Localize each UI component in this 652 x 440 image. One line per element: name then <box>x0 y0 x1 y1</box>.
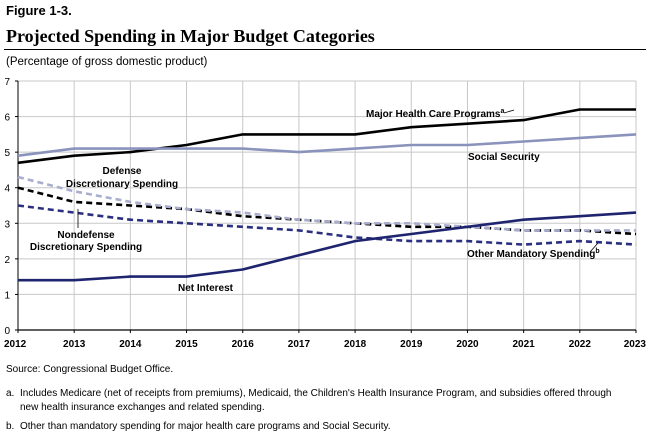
series-lines <box>17 108 637 282</box>
title-divider <box>4 49 646 50</box>
footnote-a-text-cont: new health insurance exchanges and relat… <box>20 402 265 413</box>
y-tick-label: 3 <box>4 219 10 230</box>
footnote-a-key: a. <box>6 388 15 399</box>
series-line-ss <box>17 133 637 157</box>
label-social-security: Social Security <box>468 152 540 163</box>
series-line-nondefense <box>17 175 636 232</box>
x-tick-label: 2020 <box>456 339 479 350</box>
x-tick-label: 2012 <box>4 339 27 350</box>
x-tick-label: 2018 <box>344 339 367 350</box>
y-tick-label: 2 <box>4 255 10 266</box>
label-major-health-care-superscript: a <box>501 108 505 115</box>
label-other-mandatory-superscript: b <box>595 248 599 255</box>
series-line-health <box>17 108 636 165</box>
series-labels: Major Health Care Programsa Social Securi… <box>30 108 600 294</box>
y-tick-label: 0 <box>4 326 10 337</box>
label-major-health-care: Major Health Care Programsa <box>366 108 505 120</box>
label-defense-line1: Defense <box>103 166 142 177</box>
label-nondefense-line1: Nondefense <box>57 230 115 241</box>
footnote-b-text: Other than mandatory spending for major … <box>20 421 391 432</box>
y-tick-label: 4 <box>4 184 10 195</box>
line-chart: 0 1 2 3 4 5 6 7 2012 2013 2014 2015 2016 2017 2018 2019… <box>4 77 646 350</box>
x-tick-label: 2017 <box>288 339 311 350</box>
y-tick-label: 7 <box>4 77 10 88</box>
y-tick-label: 1 <box>4 290 10 301</box>
x-tick-label: 2014 <box>119 339 142 350</box>
series-line-other <box>17 204 637 246</box>
leader-other <box>589 242 599 253</box>
x-tick-label: 2019 <box>400 339 423 350</box>
x-tick-label: 2016 <box>232 339 255 350</box>
chart-subtitle: (Percentage of gross domestic product) <box>6 56 208 68</box>
x-tick-label: 2013 <box>63 339 86 350</box>
axes: 0 1 2 3 4 5 6 7 2012 2013 2014 2015 2016 2017 2018 2019… <box>4 77 646 350</box>
label-net-interest: Net Interest <box>178 283 234 294</box>
label-defense-line2: Discretionary Spending <box>66 179 178 190</box>
series-line-defense <box>17 186 637 236</box>
x-tick-label: 2021 <box>513 339 536 350</box>
y-tick-label: 5 <box>4 148 10 159</box>
leader-health <box>503 109 515 114</box>
label-other-mandatory: Other Mandatory Spendingb <box>467 248 600 260</box>
series-line-interest <box>18 211 637 282</box>
footnote-a-text: Includes Medicare (net of receipts from … <box>20 388 612 399</box>
x-tick-label: 2023 <box>624 339 647 350</box>
x-tick-label: 2022 <box>569 339 592 350</box>
footnote-a: a. Includes Medicare (net of receipts fro… <box>6 387 646 415</box>
figure-label: Figure 1-3. <box>6 3 72 18</box>
chart-title: Projected Spending in Major Budget Categ… <box>6 26 375 46</box>
x-tick-label: 2015 <box>175 339 198 350</box>
footnote-b-key: b. <box>6 421 15 432</box>
y-tick-label: 6 <box>4 113 10 124</box>
source-note: Source: Congressional Budget Office. <box>6 364 174 375</box>
footnote-b: b. Other than mandatory spending for majo… <box>6 420 646 434</box>
label-nondefense-line2: Discretionary Spending <box>30 242 142 253</box>
